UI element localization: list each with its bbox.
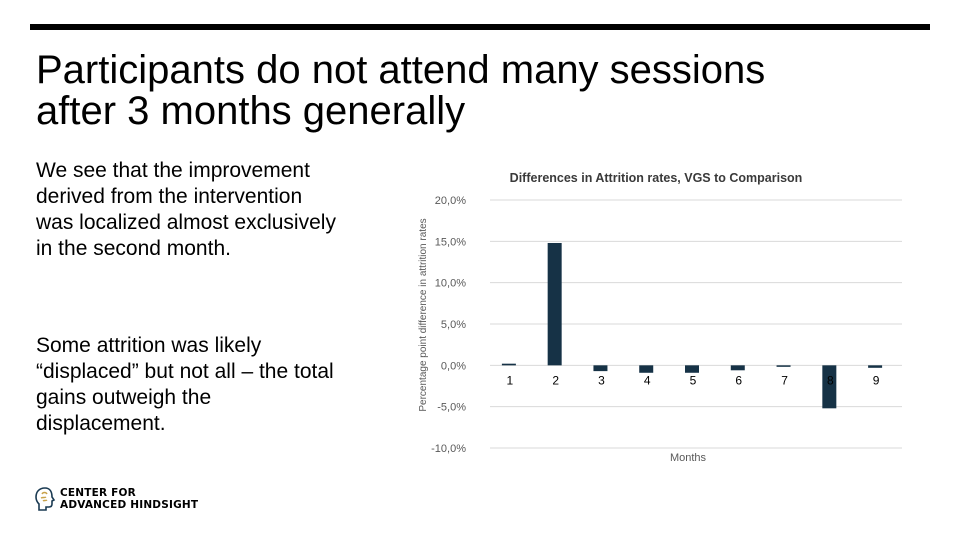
x-tick-label: 7: [781, 373, 788, 387]
x-tick-label: 5: [690, 373, 697, 387]
x-axis-label: Months: [670, 452, 707, 464]
y-tick-label: 20,0%: [435, 195, 466, 207]
x-tick-label: 4: [644, 373, 651, 387]
bar: [868, 365, 882, 367]
bar: [639, 365, 653, 372]
y-tick-label: 0,0%: [441, 360, 466, 372]
logo-wordmark: CENTER FOR ADVANCED HINDSIGHT: [60, 487, 198, 511]
slide-title: Participants do not attend many sessions…: [36, 50, 916, 132]
y-tick-label: 5,0%: [441, 319, 466, 331]
bar: [548, 243, 562, 365]
y-tick-label: -10,0%: [431, 443, 466, 455]
body-paragraph-2: Some attrition was likely “displaced” bu…: [36, 333, 336, 437]
x-tick-label: 9: [873, 373, 880, 387]
bar: [685, 365, 699, 372]
bar: [593, 365, 607, 371]
x-tick-label: 1: [507, 373, 514, 387]
logo-line-1: CENTER FOR: [60, 487, 198, 499]
slide-title-line-2: after 3 months generally: [36, 91, 916, 132]
y-tick-label: 10,0%: [435, 278, 466, 290]
bar: [502, 364, 516, 366]
brain-head-icon: [34, 486, 56, 512]
logo-line-2: ADVANCED HINDSIGHT: [60, 499, 198, 511]
chart-title: Differences in Attrition rates, VGS to C…: [510, 171, 803, 185]
bar: [777, 365, 791, 367]
y-axis-label: Percentage point difference in attrition…: [418, 218, 429, 411]
bar: [731, 365, 745, 370]
y-tick-label: 15,0%: [435, 236, 466, 248]
bar: [822, 365, 836, 408]
x-tick-label: 2: [552, 373, 559, 387]
slide-title-line-1: Participants do not attend many sessions: [36, 50, 916, 91]
logo: CENTER FOR ADVANCED HINDSIGHT: [30, 484, 220, 514]
x-tick-label: 6: [735, 373, 742, 387]
body-paragraph-1: We see that the improvement derived from…: [36, 158, 336, 262]
top-rule: [30, 24, 930, 30]
y-tick-label: -5,0%: [437, 402, 466, 414]
x-tick-label: 8: [827, 373, 834, 387]
x-tick-label: 3: [598, 373, 605, 387]
